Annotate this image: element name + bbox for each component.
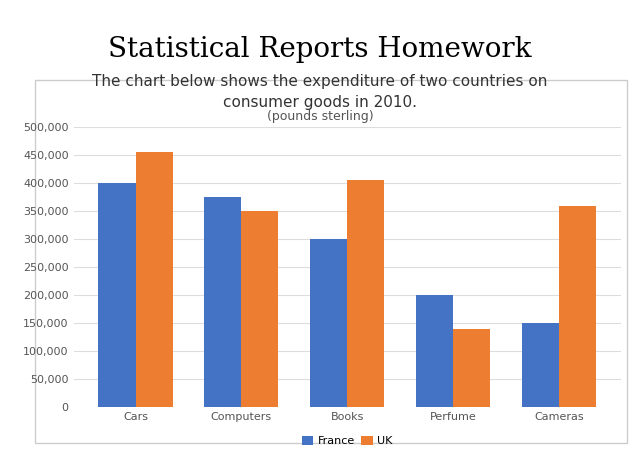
Bar (136, 153, 173, 407)
Bar (241, 211, 278, 407)
Text: The chart below shows the expenditure of two countries on
consumer goods in 2010: The chart below shows the expenditure of… (92, 74, 548, 110)
Bar (99, 183, 136, 407)
Bar (310, 239, 347, 407)
Bar (522, 323, 559, 407)
Bar (416, 295, 453, 407)
Bar (204, 197, 241, 407)
Bar (453, 329, 490, 407)
Text: (pounds sterling): (pounds sterling) (267, 110, 373, 123)
Bar (559, 206, 596, 407)
Text: Statistical Reports Homework: Statistical Reports Homework (108, 36, 532, 63)
Legend: France, UK: France, UK (298, 431, 397, 451)
Bar (347, 180, 384, 407)
